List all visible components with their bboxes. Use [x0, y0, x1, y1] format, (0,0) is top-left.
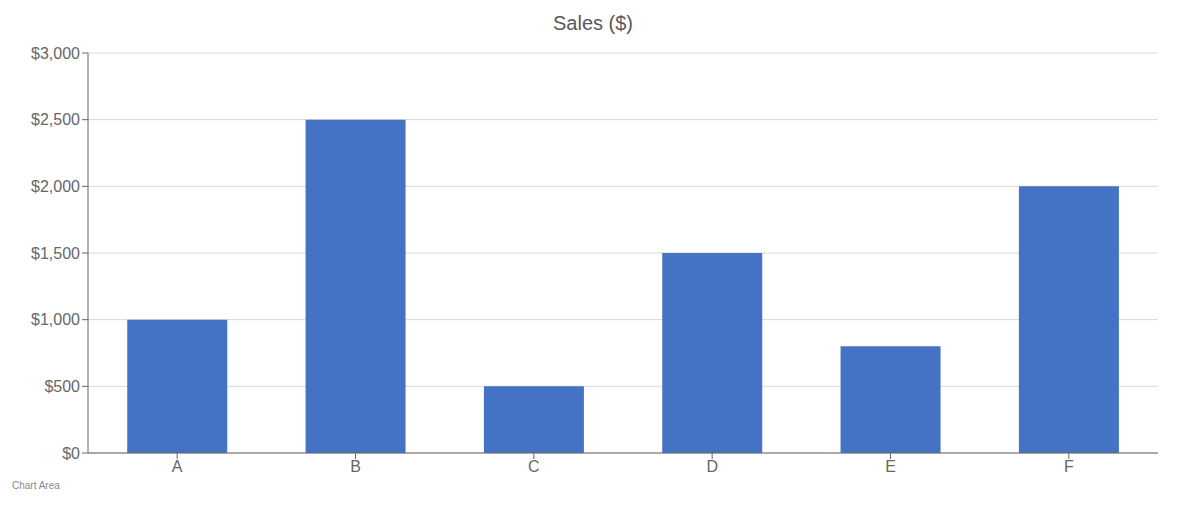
svg-text:$1,000: $1,000 [31, 311, 80, 328]
svg-text:$500: $500 [44, 378, 80, 395]
svg-text:$1,500: $1,500 [31, 245, 80, 262]
svg-text:D: D [706, 458, 718, 475]
html-text:Chart Area: Chart Area [12, 480, 60, 491]
svg-text:C: C [528, 458, 540, 475]
svg-text:$0: $0 [62, 445, 80, 462]
svg-text:$2,000: $2,000 [31, 178, 80, 195]
svg-text:A: A [172, 458, 183, 475]
svg-text:F: F [1064, 458, 1074, 475]
html-text:Sales ($): Sales ($) [553, 12, 633, 34]
svg-text:B: B [350, 458, 361, 475]
svg-text:E: E [885, 458, 896, 475]
svg-text:$2,500: $2,500 [31, 111, 80, 128]
svg-text:$3,000: $3,000 [31, 45, 80, 62]
